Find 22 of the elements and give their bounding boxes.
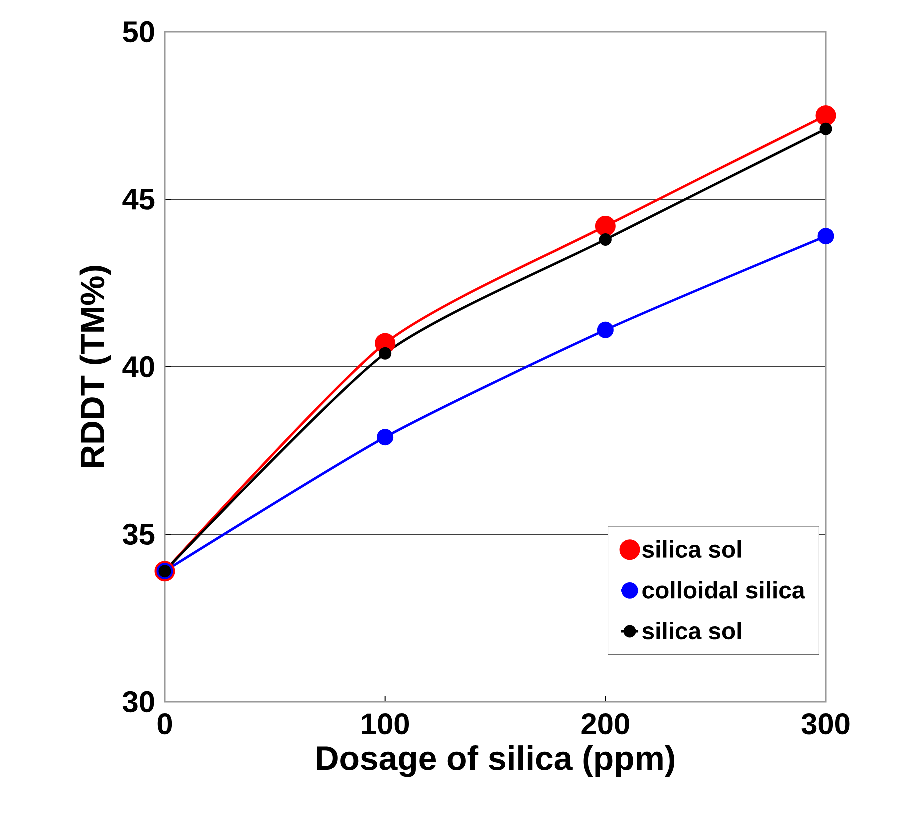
point [379, 347, 392, 360]
point [816, 105, 836, 126]
x-tick-label: 0 [158, 714, 172, 735]
point [597, 322, 614, 338]
x-tick-label: 200 [582, 714, 630, 735]
legend-label: silica sol [642, 540, 742, 558]
x-tick-label: 100 [362, 714, 410, 735]
legend-label: silica sol [642, 622, 742, 640]
point [599, 233, 612, 246]
y-tick-label: 50 [123, 21, 154, 43]
y-axis-title: RDDT (TM%) [80, 266, 112, 468]
point [595, 216, 616, 237]
y-tick-label: 45 [122, 189, 155, 210]
point [377, 429, 394, 446]
legend-label: colloidal silica [642, 581, 806, 599]
y-tick-label: 35 [122, 524, 155, 546]
point [818, 228, 834, 245]
y-tick-label: 30 [122, 691, 154, 713]
x-axis-title: Dosage of silica (ppm) [317, 746, 674, 778]
y-tick-label: 40 [122, 356, 154, 378]
point [820, 122, 832, 136]
x-tick-label: 300 [802, 714, 850, 735]
